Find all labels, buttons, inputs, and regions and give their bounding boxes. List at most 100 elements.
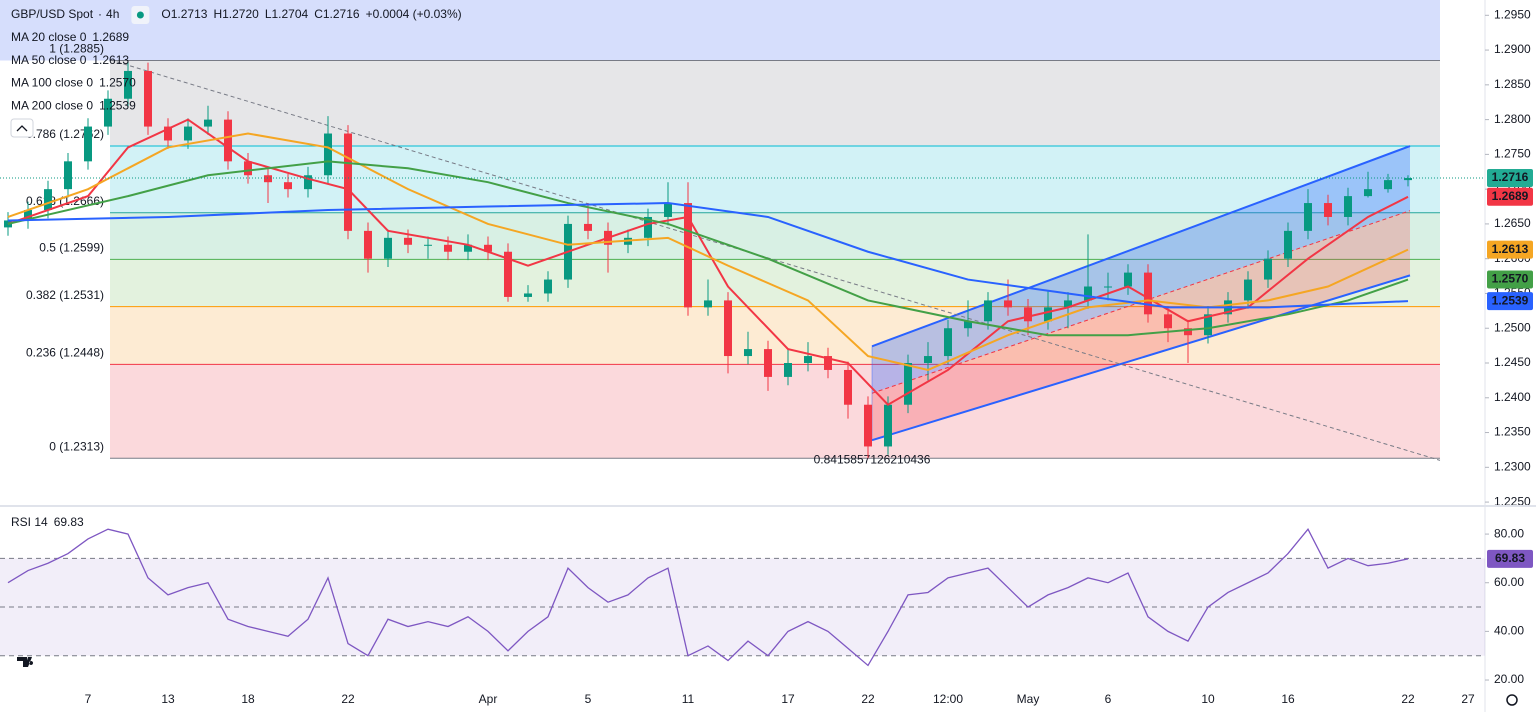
status-dot	[136, 11, 144, 19]
moving-average-line	[7, 160, 1409, 337]
candle-body	[1364, 189, 1372, 197]
y-tick-label: 1.2250	[1494, 494, 1531, 508]
ohlc-value: H1.2720	[213, 7, 259, 21]
y-tick-label: 1.2950	[1494, 7, 1531, 21]
x-tick-label: 18	[241, 692, 255, 706]
candle-body	[424, 244, 432, 246]
fib-level-label: 1 (1.2885)	[49, 42, 104, 56]
candle-body	[64, 161, 72, 190]
candle-body	[344, 133, 352, 231]
channel-mid-line	[871, 210, 1411, 394]
x-tick-label: 10	[1201, 692, 1215, 706]
x-tick-label: 7	[85, 692, 92, 706]
fib-level-label: 0 (1.2313)	[49, 439, 104, 453]
current-price-badge-bg	[1487, 169, 1533, 188]
y-tick-label: 1.2900	[1494, 42, 1531, 56]
candle-body	[44, 189, 52, 211]
current-price-badge: 1.2716	[1492, 170, 1529, 184]
candle-body	[884, 404, 892, 447]
candle-body	[544, 279, 552, 294]
x-tick-label: 13	[161, 692, 175, 706]
ma-price-badge: 1.2539	[1492, 293, 1529, 307]
candle-body	[944, 328, 952, 357]
x-tick-label: 17	[781, 692, 795, 706]
moving-average-line	[7, 132, 1409, 372]
rsi-badge: 69.83	[1495, 551, 1525, 565]
ma-price-badge-bg	[1487, 187, 1533, 206]
fib-band	[110, 60, 1440, 147]
rsi-badge-bg	[1487, 549, 1533, 568]
x-tick-label: 5	[585, 692, 592, 706]
candle-body	[404, 237, 412, 245]
legend-name[interactable]: MA 20 close 0	[11, 30, 87, 44]
candle-body	[1064, 300, 1072, 308]
y-tick-label: 1.2800	[1494, 112, 1531, 126]
candle-body	[1144, 272, 1152, 315]
channel-upper-fill	[872, 146, 1410, 394]
candle-body	[1124, 272, 1132, 287]
fib-level-label: 0.236 (1.2448)	[26, 346, 104, 360]
legend-name[interactable]: MA 100 close 0	[11, 76, 93, 90]
candle-body	[1264, 258, 1272, 280]
legend-value: 1.2570	[99, 76, 136, 90]
candle-body	[1024, 307, 1032, 322]
candle-body	[1164, 314, 1172, 329]
settings-icon[interactable]	[1506, 694, 1518, 706]
candle-body	[364, 230, 372, 259]
rsi-title: RSI 14	[11, 515, 48, 529]
candle-body	[484, 244, 492, 252]
candle-body	[684, 203, 692, 308]
candle-body	[1104, 286, 1112, 288]
candle-body	[764, 349, 772, 377]
legend-name[interactable]: MA 50 close 0	[11, 53, 87, 67]
x-tick-label: 22	[341, 692, 355, 706]
fib-level-label: 0.5 (1.2599)	[39, 241, 104, 255]
candle-body	[704, 300, 712, 308]
candle-body	[444, 244, 452, 252]
candle-body	[824, 356, 832, 370]
candle-body	[1344, 196, 1352, 217]
legend-value: 1.2539	[99, 98, 136, 112]
candle-body	[864, 404, 872, 447]
ma-price-badge: 1.2613	[1492, 242, 1529, 256]
logo	[17, 657, 34, 667]
x-tick-label: 6	[1105, 692, 1112, 706]
ma-price-badge-bg	[1487, 292, 1533, 311]
y-tick-label: 1.2850	[1494, 77, 1531, 91]
rsi-value: 69.83	[54, 515, 84, 529]
ma-price-badge: 1.2570	[1492, 272, 1529, 286]
trendline	[109, 59, 1441, 461]
candle-body	[1284, 230, 1292, 259]
ma-price-badge-bg	[1487, 270, 1533, 289]
candle-body	[384, 237, 392, 259]
ohlc-value: L1.2704	[265, 7, 309, 21]
channel-upper-line	[871, 145, 1411, 348]
x-tick-label: 22	[1401, 692, 1415, 706]
annotation: 0.8415857126210436	[814, 452, 931, 466]
y-tick-label: 1.2400	[1494, 390, 1531, 404]
ma-price-badge: 1.2689	[1492, 189, 1529, 203]
moving-average-line	[7, 202, 1409, 309]
candle-body	[164, 126, 172, 141]
collapse-button[interactable]	[10, 118, 34, 138]
candle-body	[784, 363, 792, 377]
y-tick-label: 1.2300	[1494, 459, 1531, 473]
candle-body	[144, 70, 152, 127]
candle-body	[984, 300, 992, 322]
candle-body	[664, 203, 672, 217]
candle-body	[104, 98, 112, 127]
candle-body	[324, 133, 332, 176]
candle-body	[904, 363, 912, 405]
candle-body	[1244, 279, 1252, 301]
ohlc-value: C1.2716	[314, 7, 360, 21]
candle-body	[1084, 286, 1092, 301]
legend-name[interactable]: MA 200 close 0	[11, 98, 93, 112]
candle-body	[1044, 307, 1052, 322]
candle-body	[304, 175, 312, 190]
candle-body	[924, 356, 932, 364]
x-tick-label: 27	[1461, 692, 1475, 706]
moving-average-line	[7, 118, 1409, 406]
candle-body	[244, 161, 252, 176]
